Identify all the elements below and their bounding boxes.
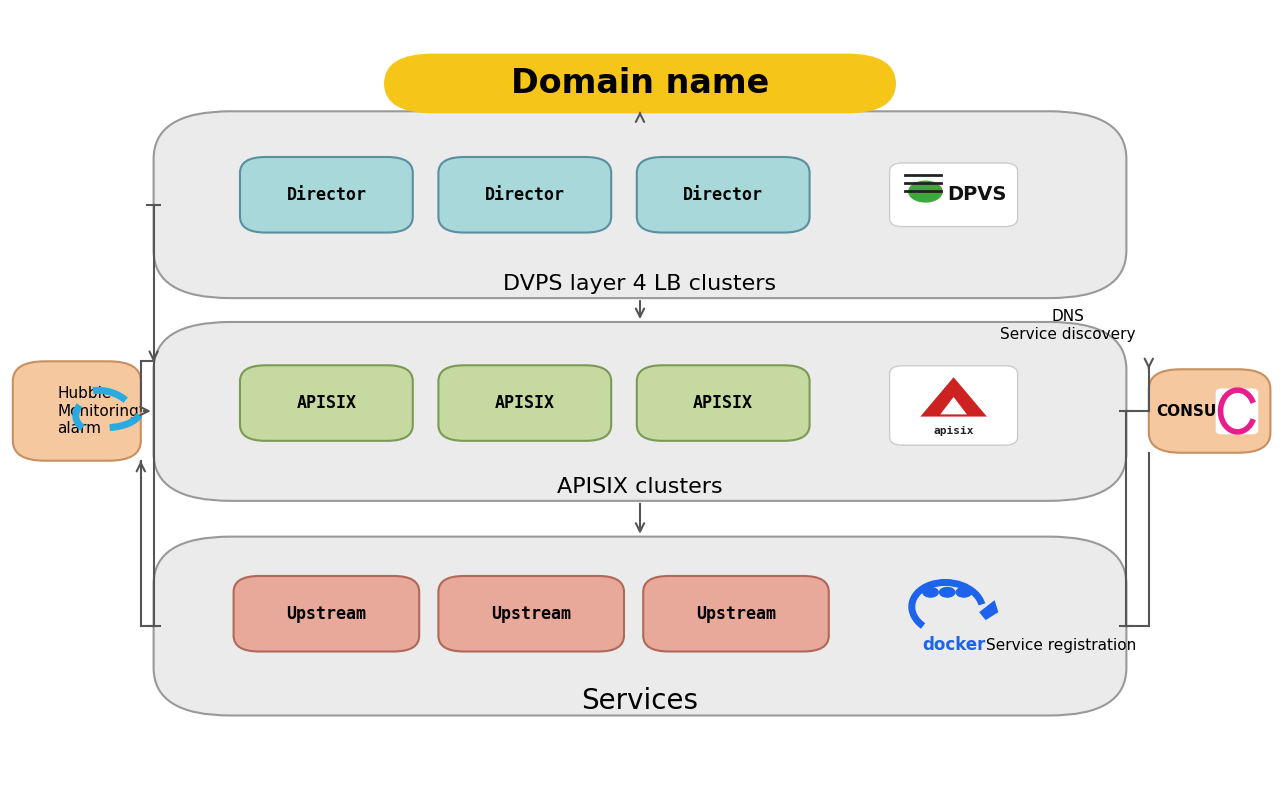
Text: Upstream: Upstream xyxy=(287,605,366,622)
Text: Services: Services xyxy=(581,687,699,716)
Text: apisix: apisix xyxy=(933,426,974,436)
FancyBboxPatch shape xyxy=(438,366,612,440)
Text: Hubble
Monitoring
alarm: Hubble Monitoring alarm xyxy=(58,386,140,436)
FancyBboxPatch shape xyxy=(384,54,896,114)
Text: APISIX: APISIX xyxy=(495,394,554,412)
FancyBboxPatch shape xyxy=(890,366,1018,445)
FancyBboxPatch shape xyxy=(637,366,809,440)
Text: DVPS layer 4 LB clusters: DVPS layer 4 LB clusters xyxy=(503,273,777,294)
FancyBboxPatch shape xyxy=(438,576,623,652)
FancyBboxPatch shape xyxy=(637,157,809,233)
Text: Director: Director xyxy=(684,186,763,204)
FancyBboxPatch shape xyxy=(154,111,1126,298)
Text: APISIX clusters: APISIX clusters xyxy=(557,476,723,497)
Polygon shape xyxy=(941,397,966,414)
Text: DPVS: DPVS xyxy=(947,185,1006,204)
Text: Upstream: Upstream xyxy=(696,605,776,622)
FancyBboxPatch shape xyxy=(1216,389,1258,434)
FancyBboxPatch shape xyxy=(13,361,141,461)
Text: Upstream: Upstream xyxy=(492,605,571,622)
FancyBboxPatch shape xyxy=(154,322,1126,501)
Text: Director: Director xyxy=(485,186,564,204)
Text: docker: docker xyxy=(922,636,986,653)
FancyBboxPatch shape xyxy=(890,163,1018,227)
Text: Service registration: Service registration xyxy=(986,638,1137,653)
FancyBboxPatch shape xyxy=(154,537,1126,716)
Text: DNS
Service discovery: DNS Service discovery xyxy=(1001,309,1137,342)
Text: Domain name: Domain name xyxy=(511,67,769,100)
Circle shape xyxy=(940,588,955,597)
Text: CONSUL: CONSUL xyxy=(1156,404,1226,418)
FancyBboxPatch shape xyxy=(438,157,612,233)
Text: APISIX: APISIX xyxy=(694,394,753,412)
Circle shape xyxy=(956,588,972,597)
FancyBboxPatch shape xyxy=(233,576,420,652)
Polygon shape xyxy=(979,600,998,620)
FancyBboxPatch shape xyxy=(1149,369,1270,453)
Text: APISIX: APISIX xyxy=(297,394,356,412)
FancyBboxPatch shape xyxy=(241,157,412,233)
Circle shape xyxy=(909,181,942,202)
Text: Director: Director xyxy=(287,186,366,204)
Polygon shape xyxy=(920,378,987,417)
FancyBboxPatch shape xyxy=(241,366,412,440)
FancyBboxPatch shape xyxy=(643,576,829,652)
Circle shape xyxy=(923,588,938,597)
